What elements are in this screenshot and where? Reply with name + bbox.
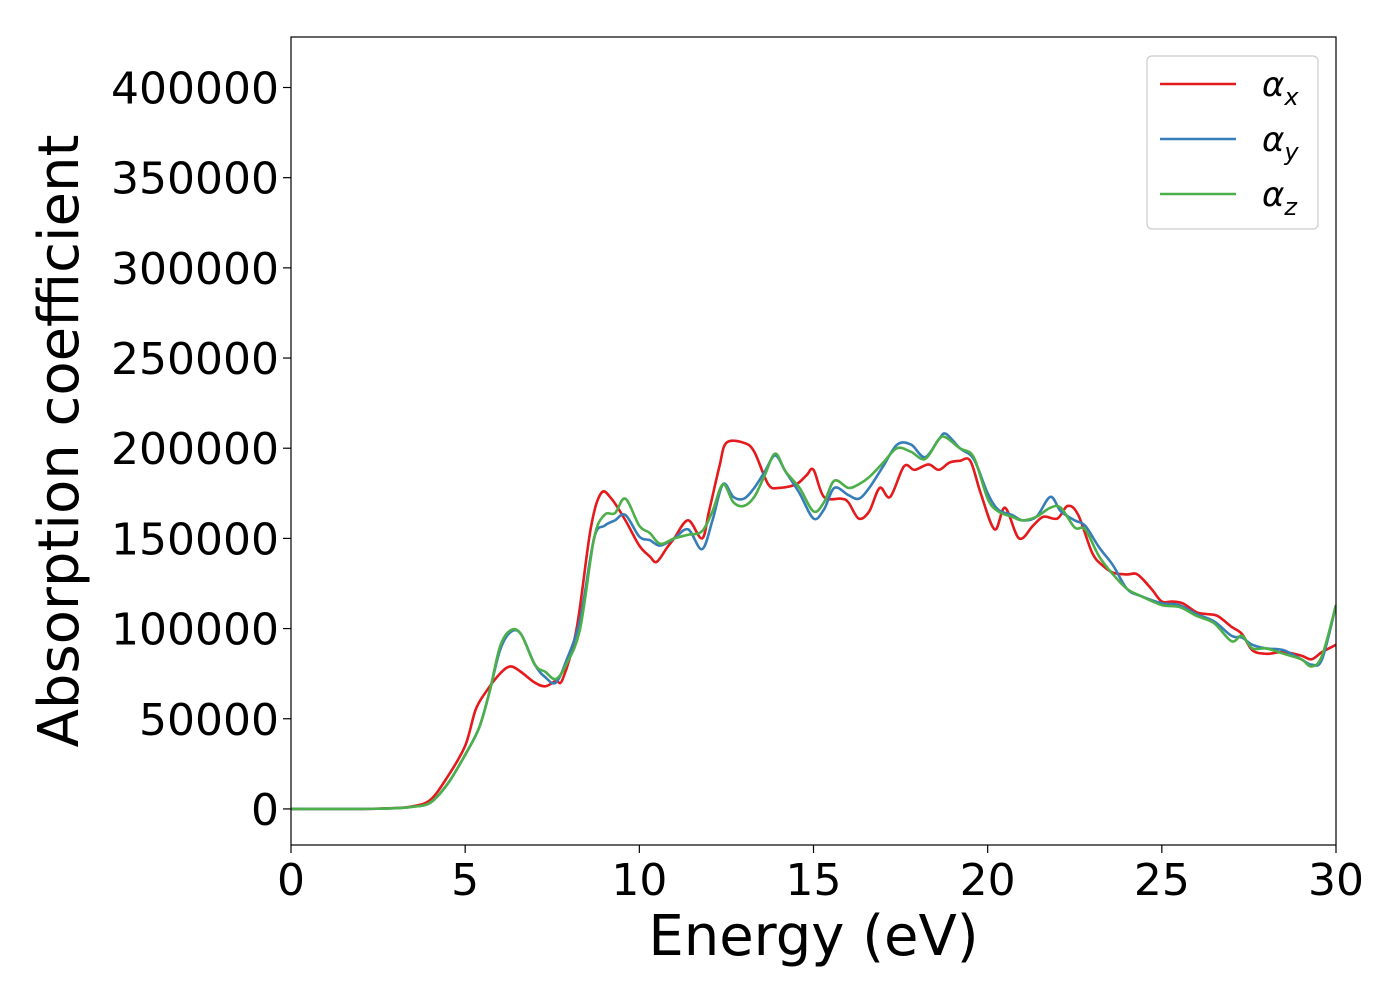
y-tick-label: 200000 (111, 424, 279, 475)
x-tick-label: 5 (451, 855, 479, 906)
y-tick-label: 50000 (139, 695, 279, 746)
y-tick-label: 250000 (111, 334, 279, 385)
series-line-alpha-y (291, 432, 1336, 811)
y-tick-label: 100000 (111, 605, 279, 656)
x-tick-label: 25 (1134, 855, 1190, 906)
y-tick-label: 150000 (111, 514, 279, 565)
y-axis-label: Absorption coefficient (27, 135, 92, 748)
y-tick-label: 0 (251, 785, 279, 836)
x-tick-label: 10 (611, 855, 667, 906)
y-tick-label: 350000 (111, 154, 279, 205)
y-tick-label: 300000 (111, 244, 279, 295)
x-tick-label: 15 (786, 855, 842, 906)
series-line-alpha-z (291, 435, 1336, 811)
x-tick-label: 30 (1308, 855, 1364, 906)
series-layer (291, 432, 1336, 811)
x-tick-label: 0 (277, 855, 305, 906)
series-line-alpha-x (291, 439, 1336, 811)
x-axis-ticks: 0 5 10 15 20 25 30 (277, 845, 1364, 906)
x-axis-label: Energy (eV) (648, 904, 978, 969)
x-tick-label: 20 (960, 855, 1016, 906)
legend-box (1146, 55, 1319, 230)
y-axis-ticks: 0 50000 100000 150000 200000 250000 300000 3500… (111, 64, 291, 836)
y-tick-label: 400000 (111, 64, 279, 115)
